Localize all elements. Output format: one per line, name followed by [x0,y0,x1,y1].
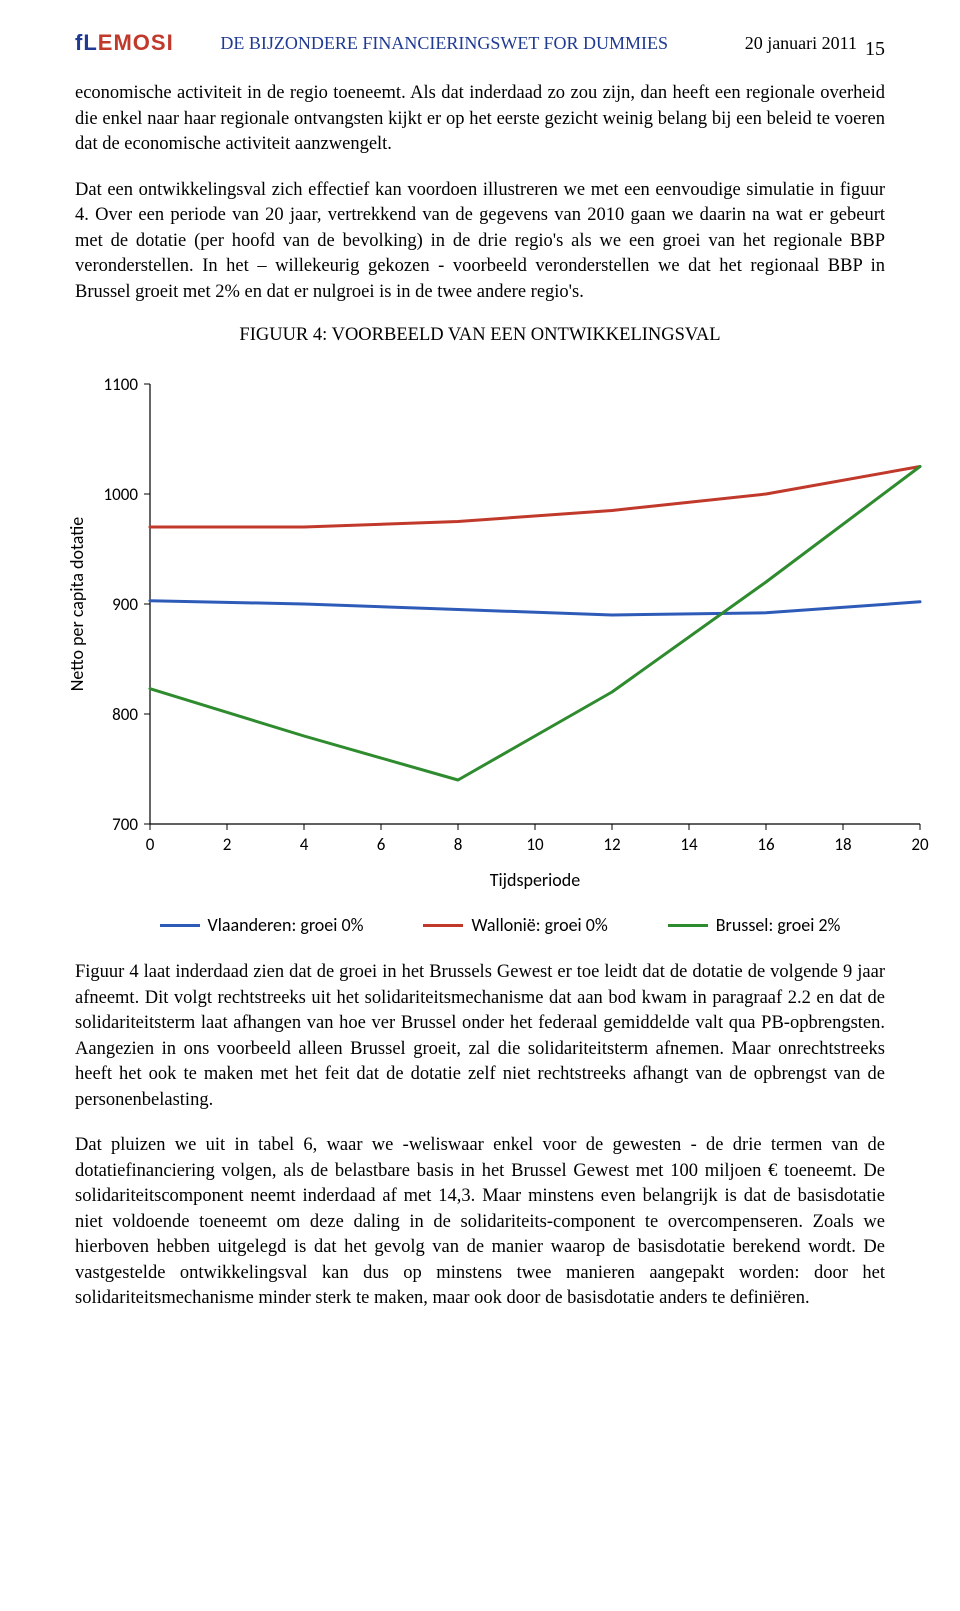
svg-text:14: 14 [680,834,698,855]
svg-text:700: 700 [112,814,138,835]
svg-text:4: 4 [300,834,309,855]
paragraph-1: economische activiteit in de regio toene… [75,81,885,158]
legend-item: Brussel: groei 2% [668,914,841,936]
legend-line-icon [160,924,200,927]
legend-label: Brussel: groei 2% [716,914,841,936]
legend-line-icon [423,924,463,927]
paragraph-2: Dat een ontwikkelingsval zich effectief … [75,178,885,306]
figure-caption: FIGUUR 4: VOORBEELD VAN EEN ONTWIKKELING… [75,325,885,346]
legend-label: Wallonië: groei 0% [471,914,607,936]
svg-text:12: 12 [603,834,620,855]
svg-text:18: 18 [834,834,851,855]
legend-item: Vlaanderen: groei 0% [160,914,364,936]
svg-text:20: 20 [911,834,929,855]
svg-text:Tijdsperiode: Tijdsperiode [490,869,580,891]
svg-text:2: 2 [223,834,232,855]
svg-text:800: 800 [112,704,138,725]
legend-label: Vlaanderen: groei 0% [208,914,364,936]
svg-text:1100: 1100 [104,374,139,395]
chart-container: 700 800 900 1000 1100 0 2 4 6 8 10 12 14 16 18 20 Tijdsp… [55,364,945,936]
svg-text:8: 8 [454,834,463,855]
line-chart: 700 800 900 1000 1100 0 2 4 6 8 10 12 14 16 18 20 Tijdsp… [55,364,945,904]
running-title: DE BIJZONDERE FINANCIERINGSWET FOR DUMMI… [144,33,745,54]
svg-text:900: 900 [112,594,138,615]
svg-text:16: 16 [757,834,775,855]
svg-text:6: 6 [377,834,386,855]
running-date: 20 januari 2011 [745,33,857,54]
chart-legend: Vlaanderen: groei 0% Wallonië: groei 0% Br… [55,914,945,936]
legend-line-icon [668,924,708,927]
paragraph-4: Dat pluizen we uit in tabel 6, waar we -… [75,1133,885,1312]
page-number: 15 [865,38,885,61]
svg-text:1000: 1000 [104,484,139,505]
legend-item: Wallonië: groei 0% [423,914,607,936]
svg-text:0: 0 [146,834,155,855]
svg-text:Netto per capita dotatie: Netto per capita dotatie [66,517,88,691]
svg-text:10: 10 [526,834,544,855]
paragraph-3: Figuur 4 laat inderdaad zien dat de groe… [75,960,885,1113]
page-header: fLEMOSI DE BIJZONDERE FINANCIERINGSWET F… [75,30,885,56]
